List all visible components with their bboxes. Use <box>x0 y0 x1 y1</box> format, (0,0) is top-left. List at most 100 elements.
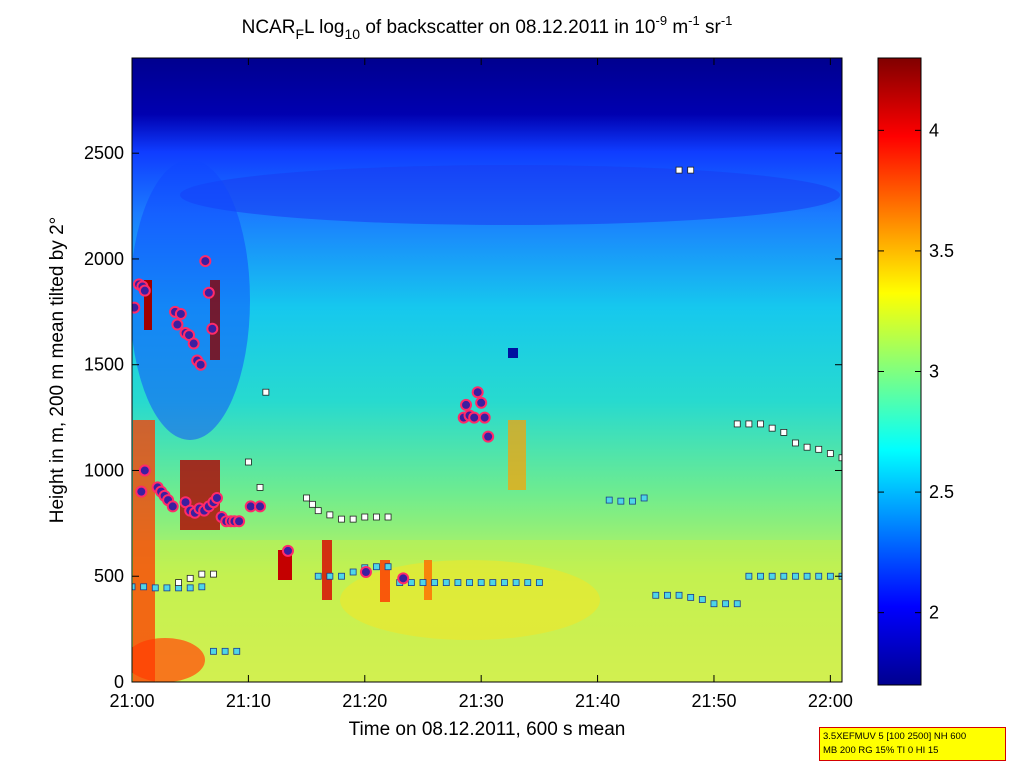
white-marker <box>198 570 206 578</box>
cyan-marker <box>186 584 194 592</box>
info-box: 3.5XEFMUV 5 [100 2500] NH 600 MB 200 RG … <box>819 727 1006 761</box>
cyan-marker <box>454 579 462 586</box>
title-l: L log <box>304 17 345 38</box>
dark-cloud-top <box>508 348 518 358</box>
white-marker <box>803 443 811 451</box>
y-axis-label: Height in m, 200 m mean tilted by 2° <box>47 217 68 523</box>
white-marker <box>815 445 823 453</box>
colorbar-tick-label: 3 <box>929 362 939 382</box>
x-axis: 21:00 21:10 21:20 21:30 21:40 21:50 22:00 <box>109 58 853 711</box>
yellow-patch <box>340 560 600 640</box>
cyan-marker <box>384 563 392 571</box>
red-column-3 <box>210 280 220 360</box>
cyan-marker <box>745 572 753 580</box>
y-tick-label: 2500 <box>84 143 124 163</box>
blue-column-left <box>132 160 250 440</box>
purple-circle <box>468 411 481 424</box>
white-marker <box>262 388 270 396</box>
purple-circle <box>199 255 212 268</box>
cyan-marker <box>652 591 660 599</box>
white-marker <box>838 454 842 462</box>
cyan-marker <box>419 579 427 586</box>
white-marker <box>326 511 334 519</box>
white-marker <box>687 166 695 174</box>
red-column-7 <box>424 560 432 600</box>
cyan-marker <box>803 572 811 580</box>
red-column-6 <box>380 560 390 602</box>
title-unit1: m <box>667 17 688 38</box>
colorbar-tick-label: 4 <box>929 120 939 140</box>
purple-circle <box>475 396 488 409</box>
purple-circle <box>254 500 267 513</box>
cyan-marker <box>210 647 217 655</box>
colorbar-tick-label: 2.5 <box>929 482 954 502</box>
title-prefix: NCAR <box>242 17 296 38</box>
purple-circle <box>187 337 200 350</box>
title-exp1: -9 <box>656 13 668 28</box>
white-marker <box>361 513 369 521</box>
cyan-marker <box>512 579 520 586</box>
purple-circle <box>166 500 179 513</box>
y-tick-label: 2000 <box>84 249 124 269</box>
title-exp2: -1 <box>688 13 700 28</box>
cyan-marker <box>442 579 450 586</box>
y-tick-label: 0 <box>114 672 124 692</box>
cyan-marker <box>640 494 648 502</box>
purple-circle <box>210 491 223 504</box>
white-marker <box>309 500 316 508</box>
cyan-marker <box>722 600 730 608</box>
cyan-marker <box>617 497 625 505</box>
left-red-column <box>133 420 155 682</box>
white-marker <box>186 574 194 582</box>
white-marker <box>314 507 322 515</box>
cyan-marker <box>314 572 322 580</box>
cyan-marker <box>675 591 683 599</box>
purple-circle <box>397 572 410 585</box>
marker-layers <box>132 166 842 655</box>
purple-circle <box>135 485 148 498</box>
cyan-marker <box>768 572 776 580</box>
cyan-marker <box>233 647 241 655</box>
colorbar <box>877 57 922 686</box>
white-marker <box>210 570 217 578</box>
cyan-marker <box>489 579 497 586</box>
y-tick-label: 1500 <box>84 355 124 375</box>
x-axis-label: Time on 08.12.2011, 600 s mean <box>349 719 626 740</box>
cyan-marker <box>815 572 823 580</box>
x-tick-label: 21:30 <box>459 691 504 711</box>
title-logbase: 10 <box>345 26 361 42</box>
cyan-marker <box>524 579 532 586</box>
cyan-marker <box>733 600 741 608</box>
purple-circle <box>460 398 473 411</box>
cyan-marker <box>780 572 788 580</box>
title-unit2: sr <box>700 17 722 38</box>
white-marker <box>826 450 834 457</box>
purple-circle <box>359 566 372 579</box>
white-marker <box>175 579 182 586</box>
info-line-2: MB 200 RG 15% TI 0 HI 15 <box>823 745 939 756</box>
cyan-marker <box>664 591 671 599</box>
white-marker <box>349 515 357 523</box>
red-column-5 <box>322 540 332 600</box>
x-tick-label: 21:40 <box>575 691 620 711</box>
info-line-1: 3.5XEFMUV 5 [100 2500] NH 600 <box>823 731 967 742</box>
white-marker <box>675 166 683 174</box>
red-column-1 <box>144 280 152 330</box>
colorbar-tick-label: 3.5 <box>929 241 954 261</box>
white-marker <box>303 494 310 502</box>
y-tick-label: 1000 <box>84 460 124 480</box>
purple-circle <box>194 358 207 371</box>
heatmap-plot <box>132 58 842 682</box>
orange-column-mid <box>508 420 526 490</box>
cyan-marker <box>373 563 380 571</box>
cyan-marker <box>466 579 473 586</box>
colorbar-tick-label: 2 <box>929 603 939 623</box>
cyan-marker <box>132 583 136 591</box>
plot-frame <box>131 57 843 683</box>
y-axis: 0 500 1000 1500 2000 2500 <box>84 143 842 692</box>
cyan-marker <box>535 579 543 586</box>
cyan-marker <box>698 596 706 603</box>
purple-circle <box>174 307 187 320</box>
white-marker <box>780 428 788 436</box>
